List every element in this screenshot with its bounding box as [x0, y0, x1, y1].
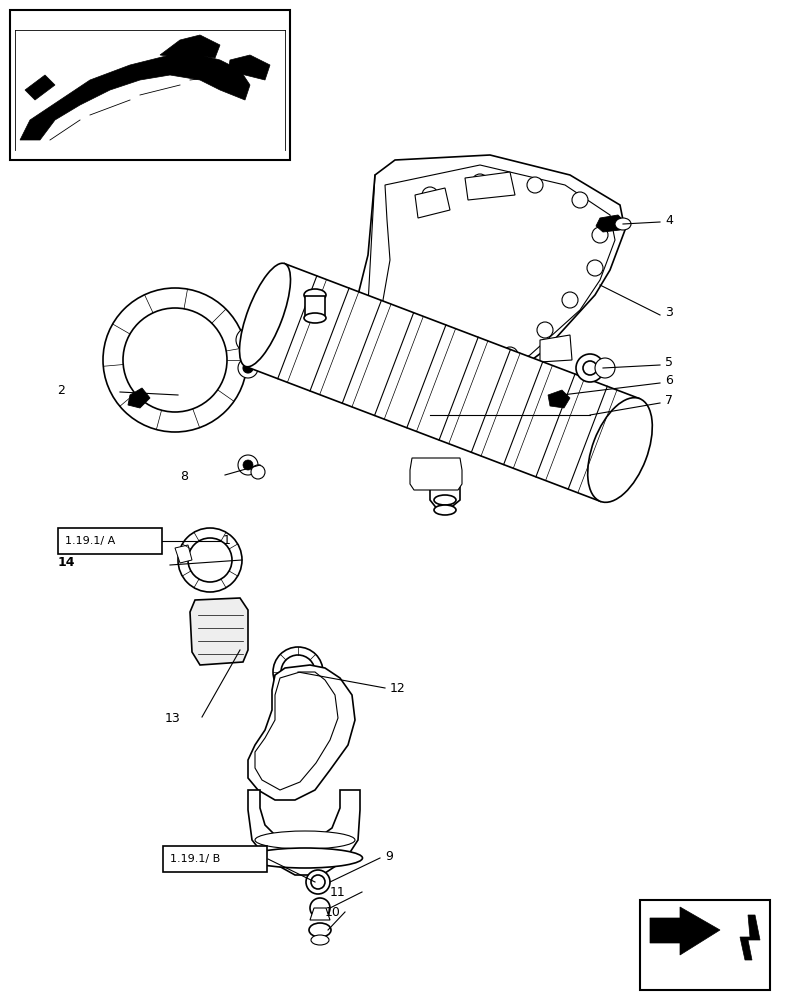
Polygon shape — [248, 665, 355, 800]
Polygon shape — [355, 155, 625, 400]
Circle shape — [576, 354, 604, 382]
Text: 6: 6 — [665, 374, 673, 387]
Polygon shape — [255, 672, 338, 790]
Text: 7: 7 — [665, 394, 673, 408]
Circle shape — [537, 322, 553, 338]
Polygon shape — [548, 390, 570, 408]
Text: 5: 5 — [665, 357, 673, 369]
Circle shape — [242, 334, 254, 346]
Circle shape — [238, 455, 258, 475]
Text: 13: 13 — [165, 712, 180, 724]
Circle shape — [273, 647, 323, 697]
Polygon shape — [25, 75, 55, 100]
Ellipse shape — [588, 398, 652, 502]
Text: 10: 10 — [325, 906, 341, 920]
Text: 14: 14 — [58, 556, 76, 570]
Circle shape — [243, 363, 253, 373]
Circle shape — [422, 187, 438, 203]
Circle shape — [592, 227, 608, 243]
Polygon shape — [740, 915, 760, 960]
Polygon shape — [415, 188, 450, 218]
Circle shape — [502, 347, 518, 363]
Circle shape — [583, 361, 597, 375]
Circle shape — [472, 362, 488, 378]
Ellipse shape — [255, 831, 355, 849]
Polygon shape — [175, 545, 192, 563]
Circle shape — [306, 870, 330, 894]
Ellipse shape — [304, 289, 326, 301]
Text: 1: 1 — [223, 534, 231, 548]
Bar — [640, 900, 770, 990]
Ellipse shape — [240, 263, 291, 367]
Text: 4: 4 — [665, 214, 673, 227]
Circle shape — [572, 192, 588, 208]
Circle shape — [251, 465, 265, 479]
Polygon shape — [650, 907, 720, 955]
Circle shape — [472, 174, 488, 190]
Ellipse shape — [615, 218, 631, 230]
Circle shape — [311, 875, 325, 889]
Polygon shape — [540, 335, 572, 362]
Circle shape — [188, 538, 232, 582]
Polygon shape — [596, 215, 625, 232]
Ellipse shape — [247, 848, 362, 868]
Text: 1.19.1/ A: 1.19.1/ A — [65, 536, 115, 546]
Text: 12: 12 — [390, 682, 406, 694]
Polygon shape — [20, 55, 250, 140]
Circle shape — [310, 898, 330, 918]
Circle shape — [123, 308, 227, 412]
Polygon shape — [245, 264, 640, 501]
Text: 11: 11 — [330, 886, 346, 900]
Text: 9: 9 — [385, 850, 393, 862]
Polygon shape — [228, 55, 270, 80]
Circle shape — [103, 288, 247, 432]
Polygon shape — [310, 908, 330, 920]
Ellipse shape — [434, 505, 456, 515]
Polygon shape — [382, 165, 615, 390]
Polygon shape — [305, 296, 325, 318]
Ellipse shape — [304, 313, 326, 323]
Circle shape — [236, 328, 260, 352]
Polygon shape — [410, 458, 462, 490]
Circle shape — [437, 367, 453, 383]
Ellipse shape — [434, 495, 456, 505]
Polygon shape — [465, 172, 515, 200]
FancyBboxPatch shape — [163, 846, 267, 872]
Ellipse shape — [309, 923, 331, 937]
Polygon shape — [430, 462, 460, 510]
Bar — [10, 10, 290, 160]
Circle shape — [243, 460, 253, 470]
Circle shape — [595, 358, 615, 378]
Ellipse shape — [311, 935, 329, 945]
Text: 3: 3 — [665, 306, 673, 320]
Circle shape — [587, 260, 603, 276]
Text: 1.19.1/ B: 1.19.1/ B — [170, 854, 221, 864]
Text: 2: 2 — [57, 383, 65, 396]
Circle shape — [527, 177, 543, 193]
Circle shape — [178, 528, 242, 592]
Circle shape — [238, 358, 258, 378]
Polygon shape — [160, 35, 220, 58]
Circle shape — [562, 292, 578, 308]
Circle shape — [281, 655, 315, 689]
FancyBboxPatch shape — [58, 528, 162, 554]
Text: 8: 8 — [180, 470, 188, 483]
Polygon shape — [248, 790, 360, 875]
Polygon shape — [128, 388, 150, 408]
Polygon shape — [190, 598, 248, 665]
